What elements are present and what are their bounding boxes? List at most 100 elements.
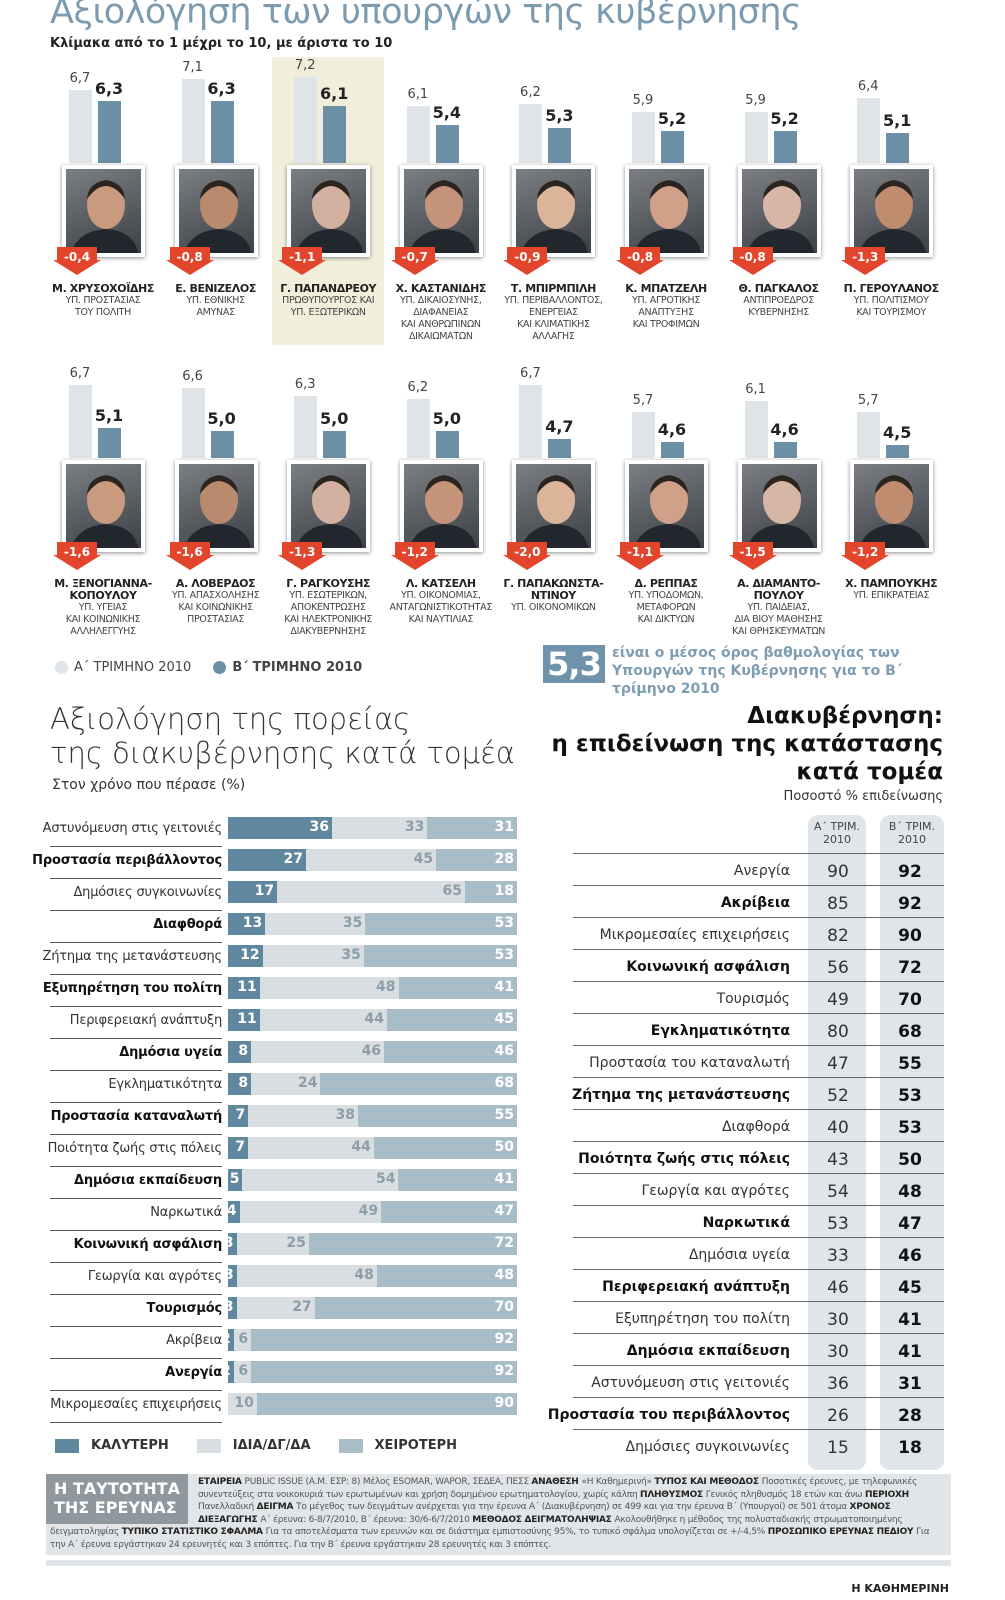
segment-value: 48 — [354, 1267, 374, 1283]
bar-segment-same: 49 — [239, 1201, 382, 1223]
segment-value: 3 — [223, 1299, 234, 1315]
segment-value: 12 — [240, 947, 260, 963]
segment-value: 3 — [224, 1267, 234, 1283]
minister-role: ΚΑΙ ΚΟΙΝΩΝΙΚΗΣ — [65, 614, 141, 625]
q2-bar — [773, 441, 797, 458]
sector-label: Εγκληματικότητα — [108, 1077, 222, 1092]
survey-info-segment: ΠΕΡΙΟΧΗ — [864, 1489, 909, 1500]
q1-bar — [69, 385, 92, 458]
q1-value: 53 — [827, 1214, 849, 1234]
change-value: -1,3 — [852, 250, 879, 264]
sector-chart-title-line2: της διακυβέρνησης κατά τομέα — [50, 736, 515, 770]
q1-value: 82 — [827, 926, 849, 946]
sector-label: Αστυνόμευση στις γειτονιές — [42, 821, 223, 836]
segment-value: 54 — [376, 1171, 396, 1187]
bar-segment-worse: 48 — [376, 1265, 517, 1287]
sector-row: Κοινωνική ασφάλιση 3 25 72 — [50, 1233, 520, 1263]
q1-value: 30 — [827, 1342, 849, 1362]
segment-value: 46 — [361, 1043, 382, 1059]
q2-value: 53 — [898, 1118, 922, 1138]
sector-label: Αστυνόμευση στις γειτονιές — [591, 1375, 790, 1391]
survey-info-segment: PUBLIC ISSUE (Α.Μ. ΕΣΡ: 8) Μέλος ESOMAR,… — [244, 1477, 532, 1487]
survey-info-label-line1: Η ΤΑΥΤΟΤΗΤΑ — [54, 1479, 180, 1498]
change-badge: -1,2 — [841, 542, 890, 570]
table-row: Ποιότητα ζωής στις πόλεις 43 50 — [573, 1141, 944, 1173]
minister-card: 6,1 4,6 -1,5 Α. ΔΙΑΜΑΝΤΟ- ΠΟΥΛΟΥ ΥΠ. ΠΑΙΔΕΙΑ… — [723, 352, 835, 640]
bar-segment-better: 13 — [228, 913, 266, 935]
q1-value: 49 — [827, 990, 849, 1010]
bar-segment-worse: 31 — [427, 817, 517, 839]
bar-segment-same: 25 — [236, 1233, 309, 1255]
minister-name-text: Α. ΛΟΒΕΡΔΟΣ — [175, 577, 256, 590]
q2-value: 92 — [898, 894, 922, 914]
q2-value: 4,6 — [657, 419, 687, 439]
segment-value: 72 — [494, 1235, 514, 1251]
sector-row: Δημόσια εκπαίδευση 5 54 41 — [50, 1169, 520, 1199]
q2-value: 4,6 — [770, 419, 799, 439]
segment-value: 33 — [404, 819, 425, 835]
q2-bar — [435, 431, 459, 458]
row-divider — [50, 1262, 222, 1263]
minister-card: 6,3 5,0 -1,3 Γ. ΡΑΓΚΟΥΣΗΣ ΥΠ. ΕΣΩΤΕΡΙΚΩΝ, ΑΠΟ… — [272, 352, 384, 640]
bar-segment-worse: 90 — [256, 1393, 517, 1415]
bar-segment-better: 8 — [228, 1073, 252, 1095]
q2-value: 5,4 — [432, 103, 461, 123]
sector-label: Προστασία περιβάλλοντος — [32, 853, 222, 868]
minister-photo — [737, 165, 821, 257]
q1-value: 26 — [827, 1406, 849, 1426]
q2-value: 5,1 — [94, 406, 124, 426]
down-arrow-icon — [53, 542, 101, 570]
q1-value: 54 — [827, 1182, 849, 1202]
minister-role: ΚΥΒΕΡΝΗΣΗΣ — [748, 307, 809, 318]
row-divider — [50, 1134, 222, 1135]
average-score-text: είναι ο μέσος όρος βαθμολογίας των Υπουρ… — [612, 645, 902, 697]
down-arrow-icon — [390, 247, 439, 275]
sector-label: Κοινωνική ασφάλιση — [626, 959, 790, 975]
change-badge: -0,7 — [390, 247, 439, 275]
bar-segment-worse: 92 — [251, 1329, 517, 1351]
row-divider — [50, 1358, 222, 1359]
q2-value: 5,0 — [207, 409, 236, 428]
minister-role: ΑΝΤΙΠΡΟΕΔΡΟΣ — [743, 295, 814, 306]
sector-label: Δημόσια εκπαίδευση — [74, 1173, 222, 1188]
segment-value: 31 — [494, 819, 514, 835]
minister-role: ΚΑΙ ΘΡΗΣΚΕΥΜΑΤΩΝ — [732, 626, 826, 637]
survey-info-segment: ΕΤΑΙΡΕΙΑ — [198, 1477, 245, 1487]
q2-bar — [323, 106, 347, 163]
minister-role: ΑΝΑΠΤΥΞΗΣ — [638, 307, 694, 318]
column-b-background — [880, 815, 944, 1470]
survey-info-segment: Ποσοτικές έρευνες, με τηλεφωνικές συνεντ… — [198, 1477, 918, 1500]
minister-role: ΥΠ. ΥΓΕΙΑΣ — [78, 602, 128, 613]
minister-role: ΚΑΙ ΑΝΘΡΩΠΙΝΩΝ — [400, 319, 481, 330]
minister-photo — [287, 460, 371, 552]
sector-bar: 10 90 — [228, 1393, 517, 1415]
table-row: Ζήτημα της μετανάστευσης 52 53 — [572, 1077, 944, 1109]
bar-segment-worse: 68 — [320, 1073, 517, 1095]
table-row: Ναρκωτικά 53 47 — [573, 1205, 944, 1237]
minister-card: 6,4 5,1 -1,3 Π. ΓΕΡΟΥΛΑΝΟΣ ΥΠ. ΠΟΛΙΤΙΣΜΟΥ ΚΑΙ… — [835, 57, 947, 345]
q2-value: 50 — [898, 1150, 922, 1170]
survey-info: Η ΤΑΥΤΟΤΗΤΑ ΤΗΣ ΕΡΕΥΝΑΣ ΕΤΑΙΡΕΙΑ PUBLIC I… — [46, 1474, 951, 1555]
change-badge: -1,2 — [390, 542, 439, 570]
minister-name-text: Γ. ΠΑΠΑΚΩΝΣΤΑ- ΝΤΙΝΟΥ — [503, 577, 604, 602]
minister-role: ΥΠ. ΔΙΚΑΙΟΣΥΝΗΣ, — [400, 295, 482, 306]
down-arrow-icon — [616, 542, 664, 570]
bar-segment-better: 7 — [228, 1105, 249, 1127]
down-arrow-icon — [728, 247, 777, 275]
down-arrow-icon — [53, 247, 101, 275]
minister-role: ΚΑΙ ΔΙΚΤΥΩΝ — [637, 614, 695, 625]
q2-value: 55 — [898, 1054, 922, 1074]
legend-same-label: ΙΔΙΑ/ΔΓ/ΔΑ — [232, 1438, 311, 1453]
bar-segment-same: 27 — [236, 1297, 315, 1319]
bar-segment-better: 4 — [227, 1201, 240, 1223]
bar-segment-same: 54 — [242, 1169, 399, 1191]
table-row: Μικρομεσαίες επιχειρήσεις 82 90 — [573, 917, 944, 949]
bar-segment-better: 3 — [224, 1297, 237, 1319]
q1-value: 36 — [827, 1374, 849, 1394]
q2-bar — [210, 431, 234, 458]
q1-bar — [406, 106, 430, 163]
segment-value: 53 — [494, 915, 514, 931]
survey-info-segment: ΠΛΗΘΥΣΜΟΣ — [640, 1489, 706, 1500]
q2-value: 5,2 — [657, 108, 687, 128]
change-badge: -2,0 — [503, 542, 552, 570]
